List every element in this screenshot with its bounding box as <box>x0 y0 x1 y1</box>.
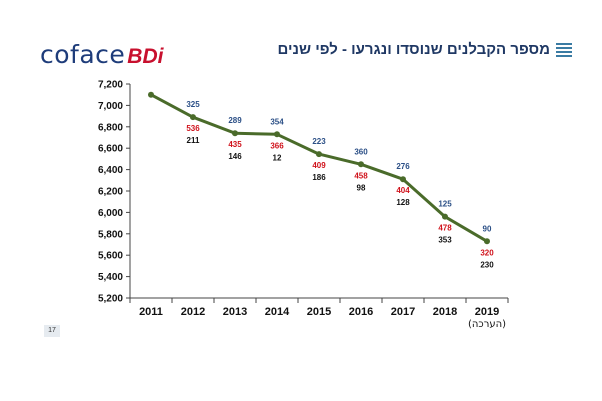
logo-main-text: coface <box>40 40 126 69</box>
annotation-black: 146 <box>228 152 242 161</box>
annotation-black: 12 <box>273 153 282 162</box>
series-point <box>274 131 280 138</box>
coface-bdi-logo: coface BDi <box>40 40 163 70</box>
series-point <box>358 161 364 168</box>
series-point <box>484 238 490 245</box>
annotation-red: 478 <box>438 224 452 233</box>
annotation-red: 536 <box>186 124 200 133</box>
y-tick-label: 6,600 <box>98 144 123 155</box>
x-tick-label: 2017 <box>391 306 415 318</box>
x-tick-sublabel: (הערכה) <box>468 319 506 330</box>
chart-title: מספר הקבלנים שנוסדו ונגרעו - לפי שנים <box>277 41 550 58</box>
x-tick-label: 2014 <box>265 306 290 318</box>
y-tick-label: 6,800 <box>98 122 123 133</box>
annotation-blue: 360 <box>354 147 368 156</box>
x-tick-label: 2018 <box>433 306 457 318</box>
annotation-blue: 325 <box>186 100 200 109</box>
annotation-blue: 276 <box>396 162 410 171</box>
page-number: 17 <box>44 325 60 337</box>
logo-sub-text: BDi <box>127 45 164 68</box>
annotation-red: 366 <box>270 141 284 150</box>
list-lines-icon <box>556 42 572 57</box>
annotation-blue: 223 <box>312 137 326 146</box>
y-tick-label: 6,400 <box>98 165 123 176</box>
y-tick-label: 5,400 <box>98 272 123 283</box>
annotation-black: 128 <box>396 198 410 207</box>
series-point <box>400 176 406 183</box>
annotation-red: 409 <box>312 161 326 170</box>
y-tick-label: 5,800 <box>98 229 123 240</box>
x-tick-label: 2016 <box>349 306 373 318</box>
y-tick-label: 7,200 <box>98 80 123 91</box>
y-tick-label: 5,600 <box>98 251 123 262</box>
annotation-red: 435 <box>228 140 242 149</box>
series-point <box>442 213 448 220</box>
series-point <box>232 130 238 137</box>
y-tick-label: 6,000 <box>98 208 123 219</box>
annotation-black: 211 <box>187 136 200 145</box>
annotation-black: 353 <box>438 236 452 245</box>
x-tick-label: 2015 <box>307 306 331 318</box>
x-tick-label: 2012 <box>181 306 205 318</box>
title-bar: מספר הקבלנים שנוסדו ונגרעו - לפי שנים <box>277 41 572 58</box>
x-tick-label: 2013 <box>223 306 247 318</box>
annotation-blue: 289 <box>228 116 242 125</box>
y-tick-label: 6,200 <box>98 187 123 198</box>
annotation-red: 458 <box>354 171 368 180</box>
x-tick-label: 2011 <box>139 306 163 318</box>
series-point <box>316 151 322 158</box>
annotation-blue: 354 <box>270 117 284 126</box>
annotation-red: 404 <box>396 186 410 195</box>
annotation-black: 186 <box>312 173 326 182</box>
annotation-black: 98 <box>357 183 366 192</box>
y-tick-label: 5,200 <box>98 294 123 305</box>
annotation-red: 320 <box>480 248 494 257</box>
annotation-blue: 125 <box>438 200 452 209</box>
series-point <box>190 114 196 121</box>
annotation-black: 230 <box>480 260 494 269</box>
y-tick-label: 7,000 <box>98 101 123 112</box>
series-point <box>148 91 154 98</box>
x-tick-label: 2019 <box>475 306 499 318</box>
annotation-blue: 90 <box>483 224 492 233</box>
